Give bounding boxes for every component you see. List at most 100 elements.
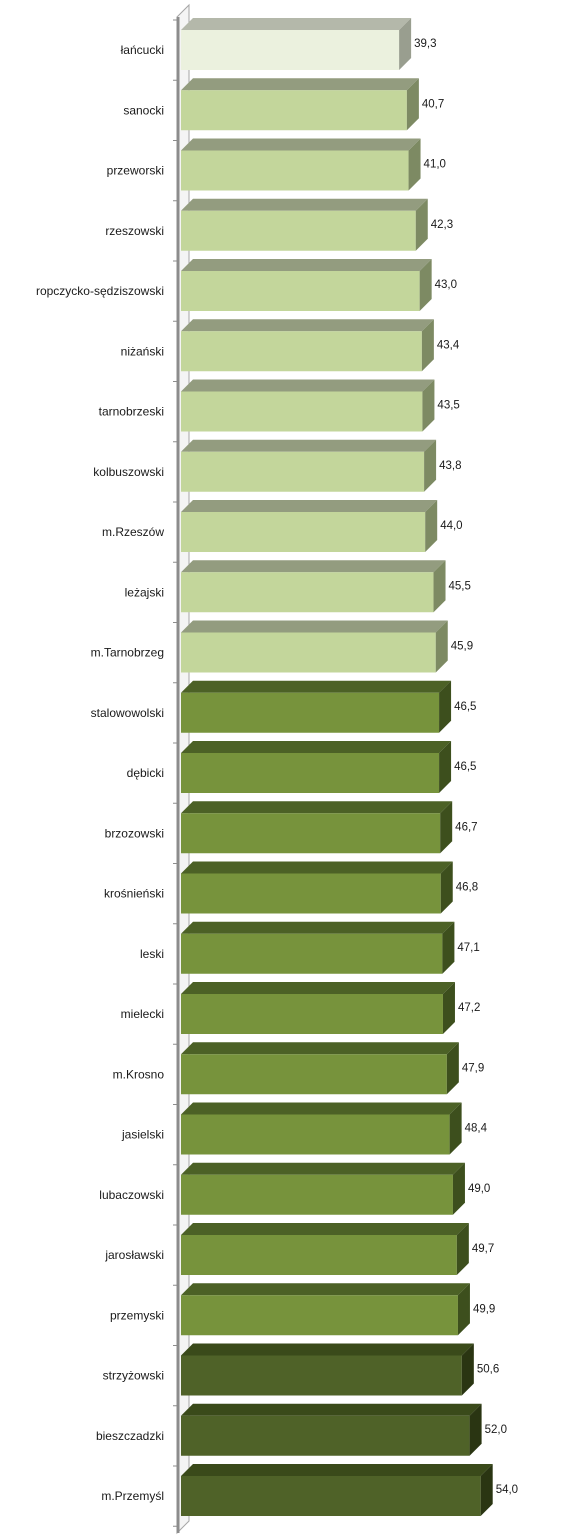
category-label: brzozowski xyxy=(105,826,164,840)
bar-top-face xyxy=(181,319,434,332)
bar-side-face xyxy=(419,259,432,311)
bar-top-face xyxy=(181,1102,462,1115)
bar-top-face xyxy=(181,1223,469,1235)
value-label: 45,5 xyxy=(449,580,471,592)
labels-layer: łańcucki 39,3 sanocki 40,7 przeworski 41,0 rze… xyxy=(36,38,518,1503)
bar-side-face xyxy=(442,982,455,1034)
category-label: m.Tarnobrzeg xyxy=(91,646,164,660)
bar xyxy=(181,692,440,733)
category-label: m.Przemyśl xyxy=(101,1489,164,1503)
category-label: sanocki xyxy=(123,103,164,117)
bar xyxy=(181,391,423,432)
bar-top-face xyxy=(181,620,448,633)
bar-side-face xyxy=(433,560,446,613)
bar-side-face xyxy=(439,741,452,793)
bar-side-face xyxy=(469,1403,482,1456)
value-label: 46,7 xyxy=(455,821,477,833)
bar-side-face xyxy=(452,1162,465,1215)
value-label: 47,9 xyxy=(462,1062,484,1074)
bar-side-face xyxy=(425,500,438,552)
bar-side-face xyxy=(439,680,452,733)
bar xyxy=(181,271,420,311)
bar xyxy=(181,1355,462,1396)
bar-top-face xyxy=(181,1162,465,1175)
bar-top-face xyxy=(181,560,446,573)
bar-top-face xyxy=(181,1464,493,1476)
category-label: krośnieński xyxy=(104,887,164,901)
category-label: m.Krosno xyxy=(113,1067,165,1081)
value-label: 43,4 xyxy=(437,339,460,351)
value-label: 44,0 xyxy=(440,520,462,532)
bar-side-face xyxy=(440,861,453,914)
category-label: jarosławski xyxy=(104,1248,164,1262)
bar xyxy=(181,1235,457,1275)
bar xyxy=(181,512,426,552)
bar-side-face xyxy=(421,319,434,372)
category-label: rzeszowski xyxy=(105,224,164,238)
bar xyxy=(181,632,436,673)
bar xyxy=(181,150,409,191)
bar xyxy=(181,210,416,251)
category-label: niżański xyxy=(121,344,164,358)
bar-top-face xyxy=(181,861,453,874)
value-label: 43,0 xyxy=(435,279,457,291)
category-label: lubaczowski xyxy=(99,1188,164,1202)
bar xyxy=(181,1114,450,1155)
value-label: 49,0 xyxy=(468,1183,490,1195)
bar xyxy=(181,90,407,131)
bar-top-face xyxy=(181,78,419,91)
bar-side-face xyxy=(415,198,428,251)
bar xyxy=(181,933,443,974)
category-label: jasielski xyxy=(121,1128,164,1142)
bar-side-face xyxy=(424,439,437,492)
value-label: 45,9 xyxy=(451,641,473,653)
value-label: 47,2 xyxy=(458,1002,480,1014)
bar-top-face xyxy=(181,801,453,814)
bar xyxy=(181,331,422,372)
bar-side-face xyxy=(446,1042,459,1095)
bar xyxy=(181,1295,458,1336)
bar-side-face xyxy=(422,379,435,432)
category-label: ropczycko-sędziszowski xyxy=(36,284,164,298)
category-label: kolbuszowski xyxy=(93,465,164,479)
value-label: 48,4 xyxy=(465,1123,488,1135)
bar-top-face xyxy=(181,198,428,211)
bar-side-face xyxy=(449,1102,462,1155)
bar-top-face xyxy=(181,1403,482,1416)
bar xyxy=(181,753,440,793)
value-label: 46,5 xyxy=(454,701,476,713)
bar-top-face xyxy=(181,500,438,512)
bar-side-face xyxy=(408,138,421,191)
category-label: mielecki xyxy=(121,1007,164,1021)
value-label: 43,8 xyxy=(439,460,461,472)
value-label: 40,7 xyxy=(422,98,444,110)
bar xyxy=(181,1174,453,1215)
category-label: strzyżowski xyxy=(103,1369,164,1383)
bar-top-face xyxy=(181,379,435,392)
category-label: przeworski xyxy=(107,164,164,178)
bar-side-face xyxy=(442,921,455,974)
bar-top-face xyxy=(181,259,432,271)
value-label: 46,5 xyxy=(454,761,476,773)
bar xyxy=(181,30,400,70)
bar-side-face xyxy=(480,1464,493,1516)
value-label: 42,3 xyxy=(431,219,453,231)
category-label: leski xyxy=(140,947,164,961)
bar-side-face xyxy=(461,1343,474,1396)
category-label: dębicki xyxy=(127,766,164,780)
bar-top-face xyxy=(181,1042,459,1055)
category-label: m.Rzeszów xyxy=(102,525,164,539)
bar-top-face xyxy=(181,680,452,693)
category-label: łańcucki xyxy=(121,43,164,57)
bar xyxy=(181,451,425,492)
bar-side-face xyxy=(406,78,419,131)
bar-top-face xyxy=(181,18,412,30)
value-label: 39,3 xyxy=(414,38,436,50)
bar-side-face xyxy=(456,1223,469,1275)
value-label: 46,8 xyxy=(456,882,478,894)
category-label: bieszczadzki xyxy=(96,1429,164,1443)
bar-top-face xyxy=(181,439,437,452)
bar-top-face xyxy=(181,1283,470,1296)
value-label: 54,0 xyxy=(496,1484,518,1496)
